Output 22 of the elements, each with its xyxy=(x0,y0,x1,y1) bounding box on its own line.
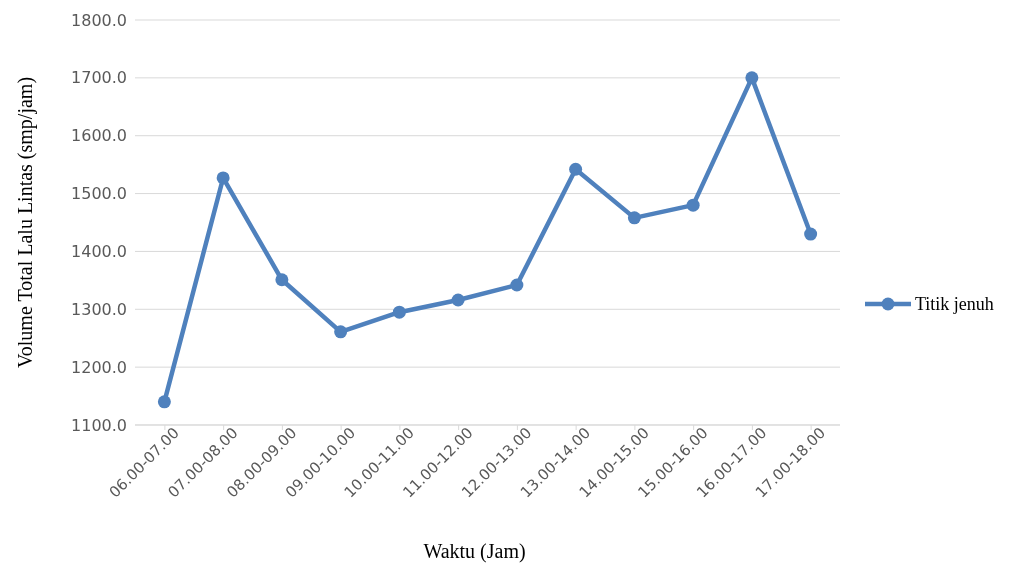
legend-label: Titik jenuh xyxy=(915,294,994,315)
y-tick-label: 1500.0 xyxy=(71,184,127,204)
point xyxy=(686,198,700,212)
point xyxy=(275,273,289,287)
point xyxy=(392,305,406,319)
point xyxy=(745,71,759,85)
point xyxy=(334,325,348,339)
x-axis-title: Waktu (Jam) xyxy=(423,540,526,563)
y-tick-label: 1200.0 xyxy=(71,357,127,377)
y-tick-label: 1600.0 xyxy=(71,126,127,146)
y-axis-title: Volume Total Lalu Lintas (smp/jam) xyxy=(14,76,37,369)
point xyxy=(627,211,641,225)
point xyxy=(510,278,524,292)
point xyxy=(451,293,465,307)
point xyxy=(804,227,818,241)
y-tick-label: 1300.0 xyxy=(71,299,127,319)
y-tick-label: 1800.0 xyxy=(71,10,127,30)
y-tick-label: 1400.0 xyxy=(71,242,127,262)
y-tick-label: 1700.0 xyxy=(71,68,127,88)
point xyxy=(157,395,171,409)
point xyxy=(569,162,583,176)
point xyxy=(216,171,230,185)
